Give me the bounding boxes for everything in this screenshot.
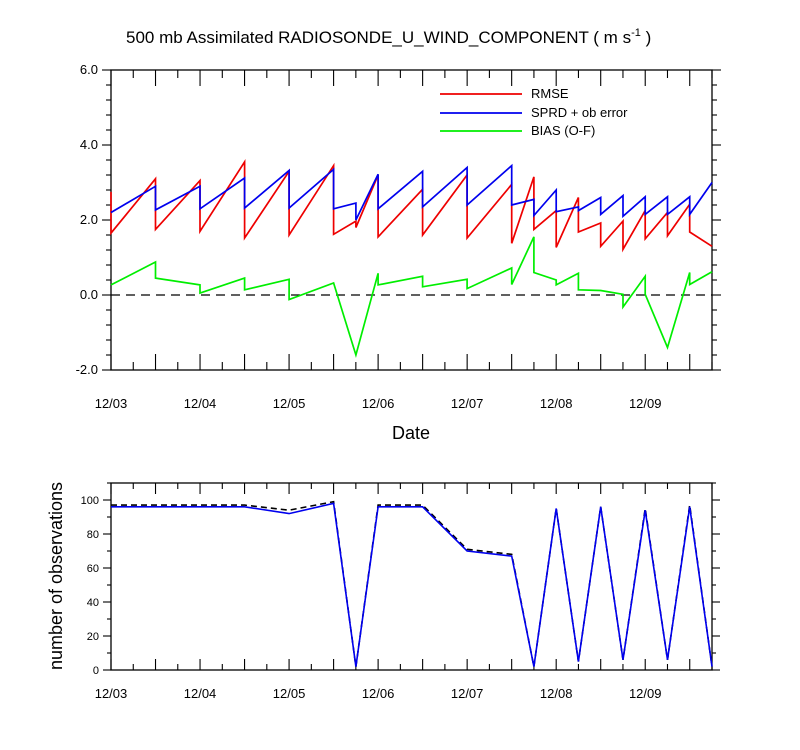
y-tick-label: 0 [93,665,99,677]
x-tick-label: 12/04 [184,686,217,701]
legend-label-rmse: RMSE [531,86,569,101]
y-tick-label: 0.0 [80,287,98,302]
top-ticks [102,69,721,371]
top-chart: 500 mb Assimilated RADIOSONDE_U_WIND_COM… [76,27,721,443]
y-tick-label: 100 [81,495,99,507]
x-tick-label: 12/09 [629,686,662,701]
y-tick-label: -2.0 [76,362,98,377]
y-tick-label: 60 [87,563,99,575]
series-line-sprd-ob-error [110,163,713,221]
x-tick-label: 12/08 [540,686,573,701]
legend-label-sprd: SPRD + ob error [531,105,628,120]
series-line-possible [111,500,713,667]
y-tick-label: 80 [87,529,99,541]
x-tick-label: 12/07 [451,686,484,701]
x-axis-title: Date [392,423,430,443]
x-tick-label: 12/07 [451,396,484,411]
series-line-rmse [110,159,713,253]
y-tick-label: 40 [87,597,99,609]
x-tick-label: 12/05 [273,686,306,701]
series-line-used [111,502,713,667]
y-tick-label: 2.0 [80,212,98,227]
bottom-series [111,500,713,667]
bottom-ticks [103,482,720,671]
x-tick-label: 12/06 [362,396,395,411]
x-tick-label: 12/06 [362,686,395,701]
chart-title: 500 mb Assimilated RADIOSONDE_U_WIND_COM… [126,27,651,47]
x-tick-label: 12/09 [629,396,662,411]
top-y-tick-labels: 6.0 4.0 2.0 0.0 -2.0 [76,62,98,377]
y-axis-title-observations: number of observations [46,482,66,670]
x-tick-label: 12/03 [95,396,128,411]
x-tick-label: 12/04 [184,396,217,411]
x-tick-label: 12/08 [540,396,573,411]
x-tick-label: 12/03 [95,686,128,701]
top-series [110,159,713,359]
legend: RMSE SPRD + ob error BIAS (O-F) [440,86,628,138]
legend-label-bias: BIAS (O-F) [531,123,595,138]
series-line-bias-o-f [110,236,713,359]
y-tick-label: 4.0 [80,137,98,152]
bottom-x-tick-labels: 12/03 12/04 12/05 12/06 12/07 12/08 12/09 [95,686,662,701]
y-tick-label: 20 [87,631,99,643]
bottom-plot-frame [110,482,713,671]
bottom-y-tick-labels: 100 80 60 40 20 0 [81,495,99,677]
y-tick-label: 6.0 [80,62,98,77]
x-tick-label: 12/05 [273,396,306,411]
top-x-tick-labels: 12/03 12/04 12/05 12/06 12/07 12/08 12/09 [95,396,662,411]
